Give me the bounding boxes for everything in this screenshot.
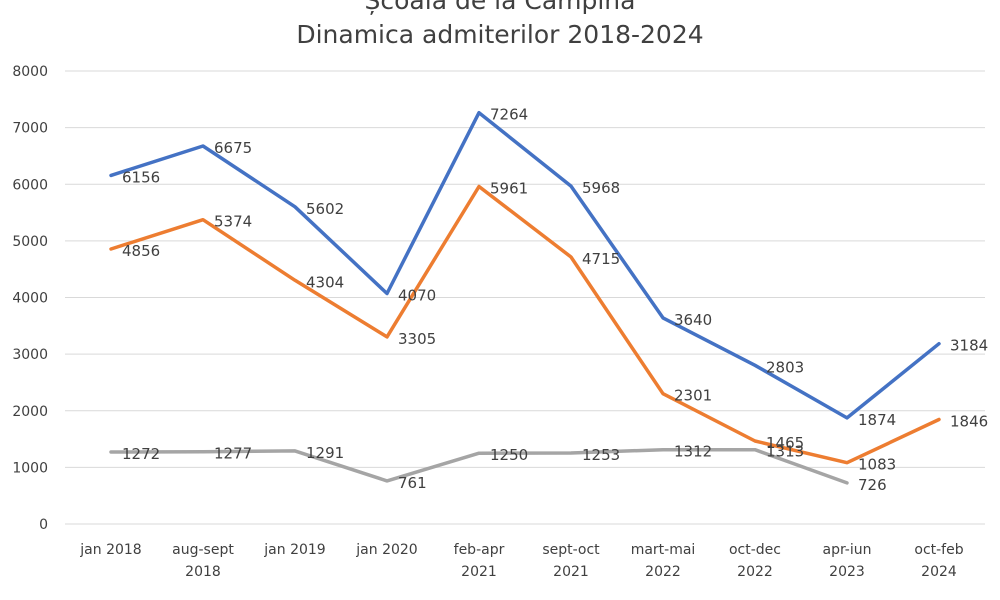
data-label-2-8: 726 <box>858 476 887 494</box>
data-label-2-7: 1313 <box>766 443 804 461</box>
x-tick-label-4: feb-apr 2021 <box>454 542 505 580</box>
chart-title-line2: Dinamica admiterilor 2018-2024 <box>296 20 704 49</box>
chart-title-line1: Școala de la Câmpina <box>364 0 636 15</box>
x-tick-label-3: jan 2020 <box>355 542 417 558</box>
data-label-2-4: 1250 <box>490 446 528 464</box>
chart-title: Școala de la Câmpina Dinamica admiterilo… <box>0 0 1000 52</box>
data-label-1-4: 5961 <box>490 179 528 197</box>
data-label-0-2: 5602 <box>306 200 344 218</box>
y-tick-label-1: 1000 <box>12 460 48 476</box>
data-label-2-6: 1312 <box>674 443 712 461</box>
x-tick-label-1: aug-sept 2018 <box>172 542 234 580</box>
data-label-1-2: 4304 <box>306 273 344 291</box>
x-tick-label-0: jan 2018 <box>79 542 141 558</box>
y-tick-label-0: 0 <box>39 517 48 533</box>
data-label-1-6: 2301 <box>674 387 712 405</box>
x-tick-label-2: jan 2019 <box>263 542 325 558</box>
y-tick-label-5: 5000 <box>12 234 48 250</box>
data-label-2-0: 1272 <box>122 445 160 463</box>
data-label-1-7: 1465 <box>766 434 804 452</box>
data-label-2-5: 1253 <box>582 446 620 464</box>
data-label-1-1: 5374 <box>214 213 252 231</box>
y-tick-label-3: 3000 <box>12 347 48 363</box>
data-label-0-7: 2803 <box>766 358 804 376</box>
x-tick-label-8: apr-iun 2023 <box>822 542 871 580</box>
y-tick-label-6: 6000 <box>12 177 48 193</box>
data-label-0-1: 6675 <box>214 139 252 157</box>
data-label-1-3: 3305 <box>398 330 436 348</box>
y-tick-label-8: 8000 <box>12 64 48 80</box>
series-line-2 <box>109 447 849 485</box>
data-label-0-6: 3640 <box>674 311 712 329</box>
data-label-1-8: 1083 <box>858 456 896 474</box>
series-line-1 <box>109 184 941 465</box>
data-label-0-9: 3184 <box>950 337 988 355</box>
y-tick-label-2: 2000 <box>12 404 48 420</box>
data-label-1-9: 1846 <box>950 412 988 430</box>
y-tick-label-7: 7000 <box>12 121 48 137</box>
data-label-0-5: 5968 <box>582 179 620 197</box>
data-label-0-3: 4070 <box>398 287 436 305</box>
data-label-2-3: 761 <box>398 474 427 492</box>
x-tick-label-7: oct-dec 2022 <box>729 542 781 580</box>
data-label-0-4: 7264 <box>490 106 528 124</box>
data-label-0-8: 1874 <box>858 411 896 429</box>
data-label-2-1: 1277 <box>214 445 252 463</box>
data-label-1-0: 4856 <box>122 242 160 260</box>
x-tick-label-6: mart-mai 2022 <box>631 542 696 580</box>
x-tick-label-5: sept-oct 2021 <box>542 542 600 580</box>
y-tick-label-4: 4000 <box>12 291 48 307</box>
data-label-1-5: 4715 <box>582 250 620 268</box>
series-line-0 <box>109 110 941 420</box>
x-tick-label-9: oct-feb 2024 <box>914 542 963 580</box>
data-label-2-2: 1291 <box>306 444 344 462</box>
data-label-0-0: 6156 <box>122 168 160 186</box>
